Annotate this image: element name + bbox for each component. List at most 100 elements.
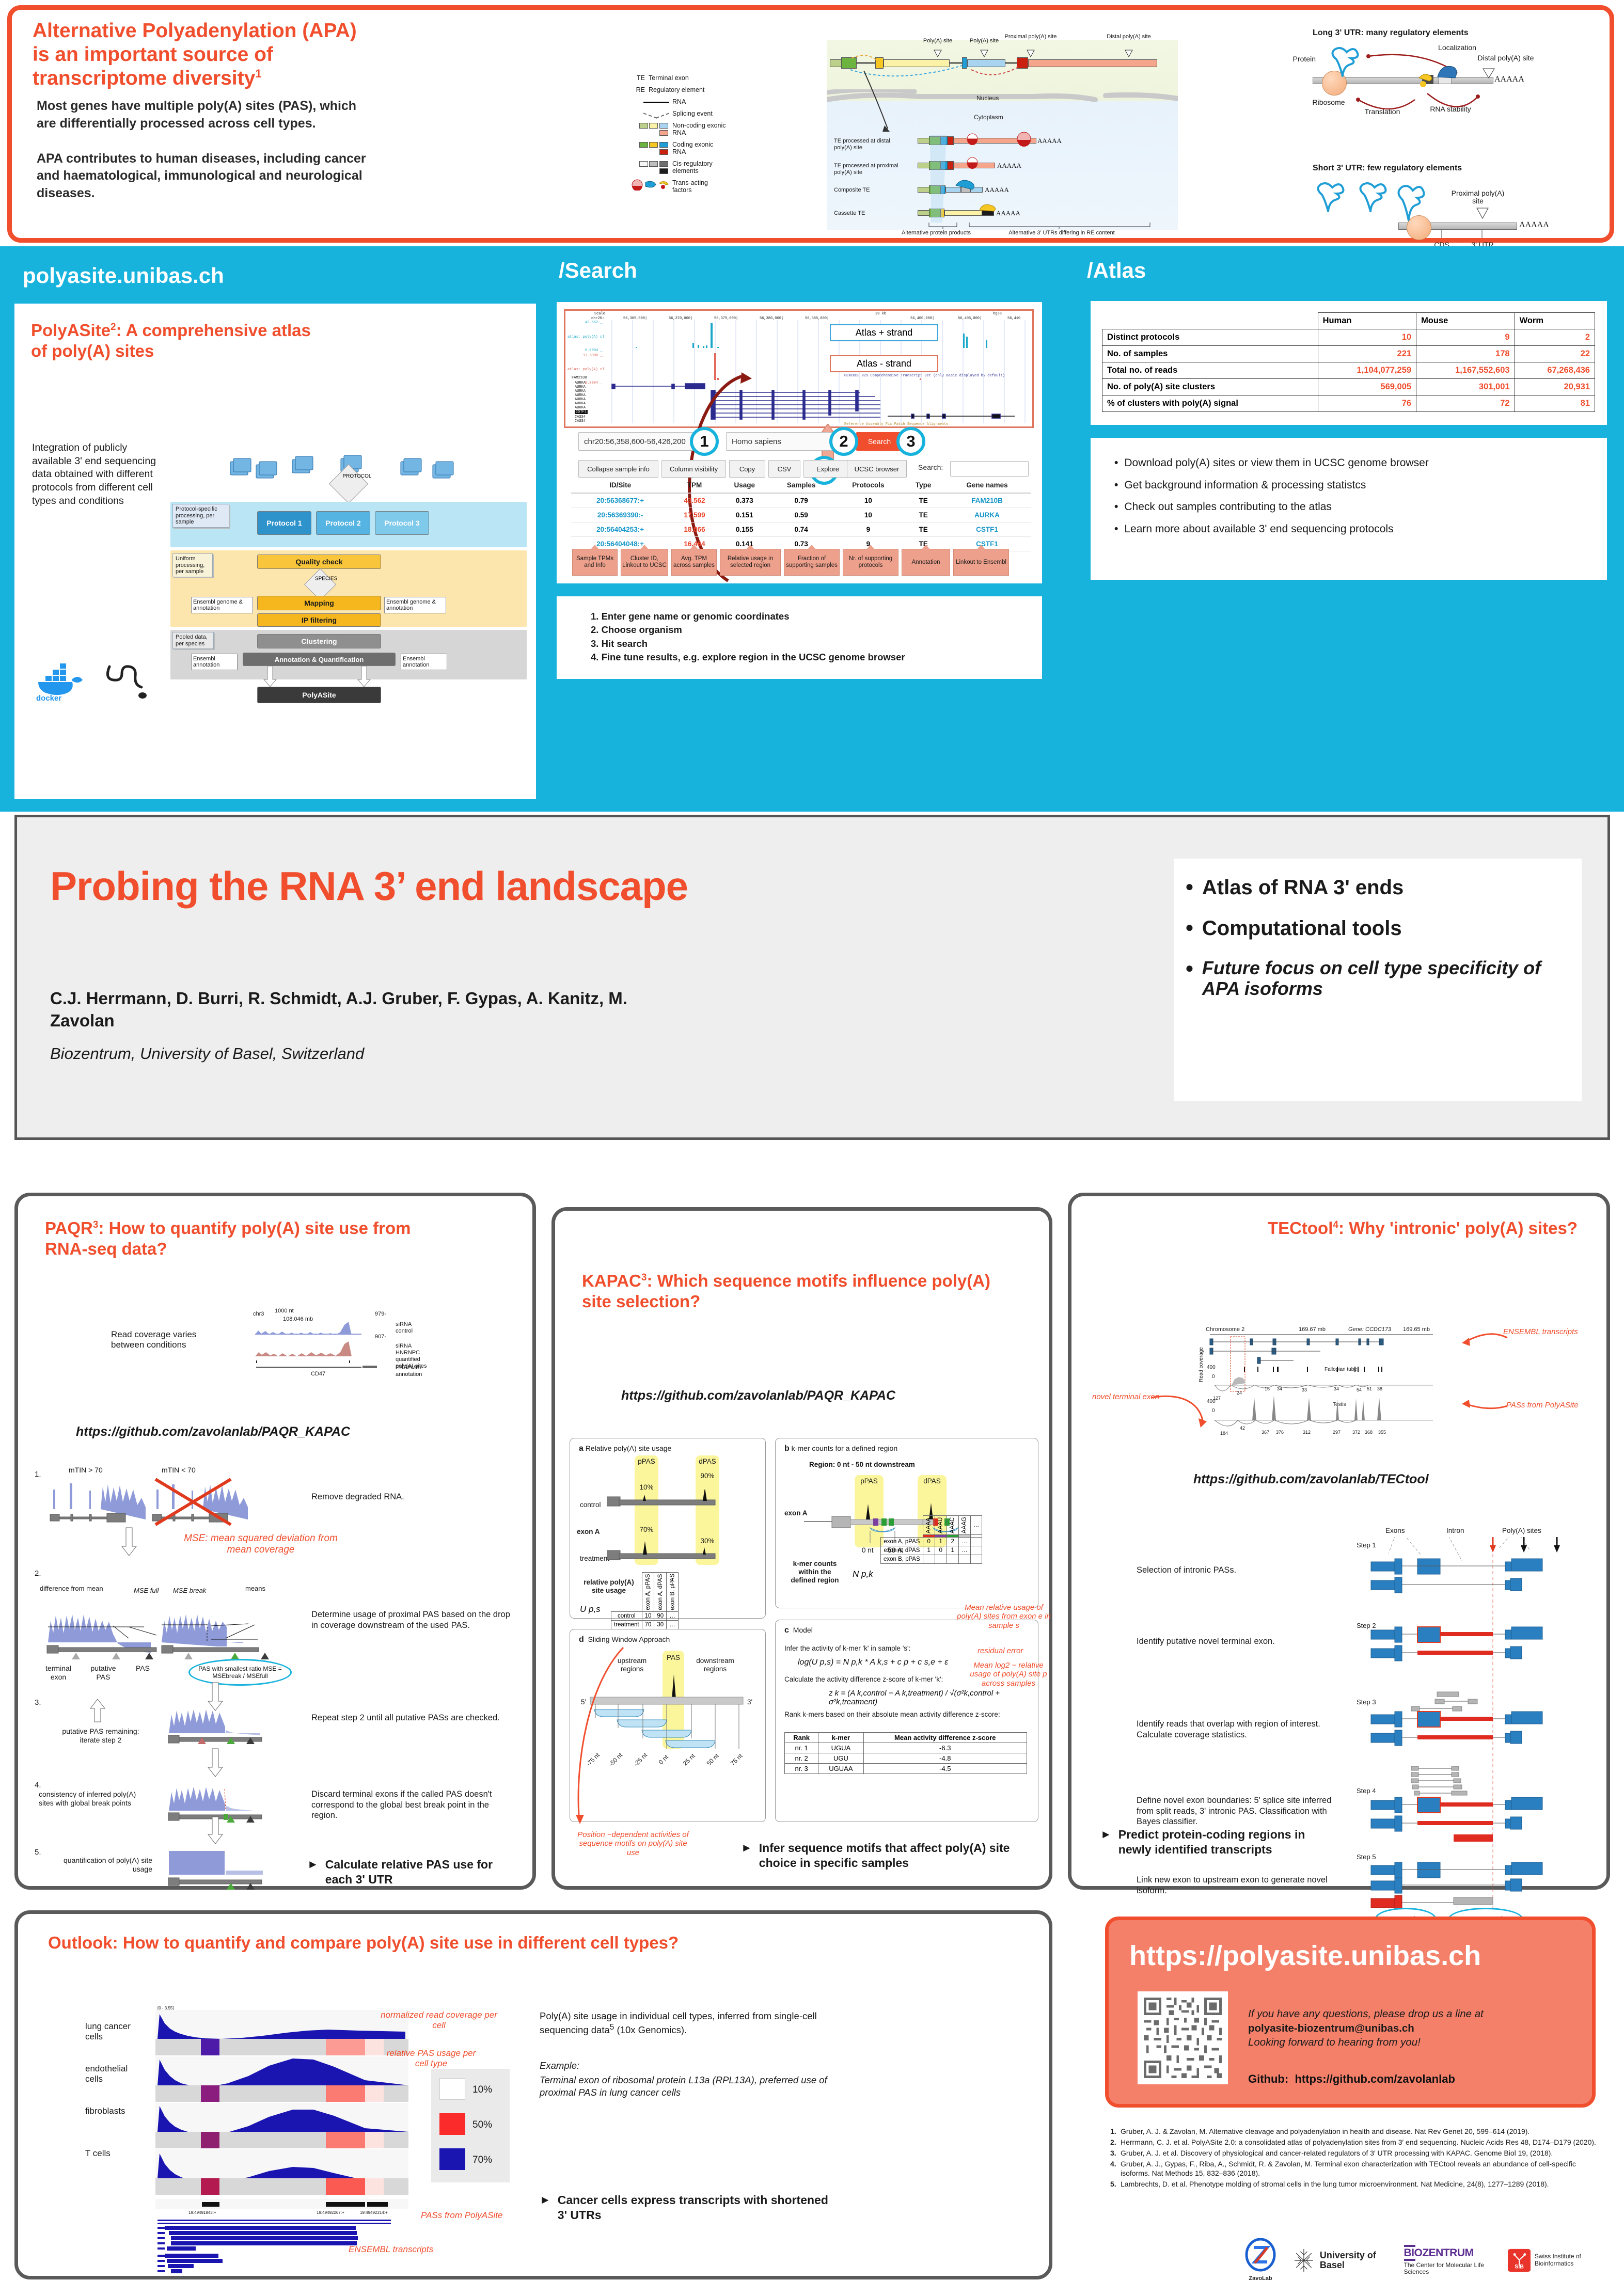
kapac-c-z: -4.5: [863, 1763, 1028, 1774]
atlas-val-human: 569,005: [1317, 378, 1417, 395]
kapac-a-cell: 70: [641, 1620, 655, 1629]
pipeline-chevron-4: Ensembl annotation: [401, 654, 447, 671]
th-tpm[interactable]: TPM: [669, 478, 720, 494]
search-button[interactable]: Search: [856, 432, 903, 451]
table-row: 20:56369390:- 17.599 0.151 0.59 10 TE AURKA: [571, 508, 1031, 522]
kapac-c-z: -4.8: [863, 1753, 1028, 1764]
th-protocols[interactable]: Protocols: [833, 478, 904, 494]
contact-email[interactable]: polyasite-biozentrum@unibas.ch: [1248, 2022, 1414, 2034]
tectool-annot-novel-exon: novel terminal exon: [1092, 1392, 1160, 1401]
tectool-step-text-4: Define novel exon boundaries: 5' splice …: [1137, 1796, 1332, 1827]
tectool-count-bot-6: 297: [1333, 1430, 1341, 1435]
cell-id[interactable]: 20:56404253:+: [571, 522, 670, 537]
tectool-github-url[interactable]: https://github.com/zavolanlab/TECtool: [1193, 1472, 1429, 1486]
paqr-figure-note: Read coverage varies between conditions: [111, 1329, 197, 1350]
contact-card: https://polyasite.unibas.ch: [1105, 1917, 1596, 2108]
highlights-box: ● Atlas of RNA 3' ends ● Computational too…: [1174, 859, 1582, 1101]
tectool-count-bot-5: 312: [1303, 1430, 1311, 1435]
th-gene-names[interactable]: Gene names: [943, 478, 1031, 494]
paqr-mtin-low-label: mTIN < 70: [162, 1466, 196, 1474]
kapac-c-rank: nr. 2: [784, 1753, 819, 1764]
th-id-site[interactable]: ID/Site: [571, 478, 670, 494]
tectool-chr-label: Chromosome 2: [1206, 1326, 1245, 1333]
coordinate-input[interactable]: chr20:56,358,600-56,426,200: [578, 432, 698, 451]
kapac-subfig-c-title: c Model: [784, 1626, 813, 1635]
atlas-val-mouse: 9: [1416, 329, 1515, 346]
polyasite-website-url[interactable]: https://polyasite.unibas.ch: [1129, 1940, 1481, 1971]
collapse-sample-info-button[interactable]: Collapse sample info: [578, 460, 658, 478]
cell-gene[interactable]: FAM210B: [943, 493, 1031, 508]
tectool-count-top-6: 34: [1334, 1386, 1339, 1391]
kapac-c-equation-2: z k = (A k,control − A k,treatment) / √(…: [829, 1689, 1000, 1706]
csv-button[interactable]: CSV: [768, 460, 800, 478]
cell-id[interactable]: 20:56368677:+: [571, 493, 670, 508]
tectool-step-text-1: Selection of intronic PASs.: [1137, 1565, 1237, 1575]
university-of-basel-logo: University of Basel: [1292, 2244, 1389, 2276]
tectool-pos2-label: 169.65 mb: [1403, 1326, 1430, 1333]
paqr-mse-break-label: MSE break: [173, 1587, 207, 1594]
tectool-exons-label: Exons: [1385, 1527, 1405, 1534]
th-samples[interactable]: Samples: [769, 478, 833, 494]
pipeline-note-2: Uniform processing, per sample: [172, 553, 213, 577]
explore-button[interactable]: Explore: [803, 460, 852, 478]
intro-body: Most genes have multiple poly(A) sites (…: [37, 98, 372, 220]
search-step-2: 2. Choose organism: [591, 624, 682, 636]
logos-row: ZavoLab University of Basel BIOZENTRUM T…: [1244, 2228, 1606, 2292]
isoform-label-2: TE processed at proximal poly(A) site: [834, 163, 898, 176]
coding-swatches-icon: [631, 141, 672, 155]
organism-select[interactable]: Homo sapiens: [726, 432, 834, 451]
kapac-c-equation-1: log(U p,s) = N p,k * A k,s + c p + c s,e…: [798, 1658, 949, 1667]
paqr-heading: PAQR3: How to quantify poly(A) site use …: [45, 1218, 411, 1258]
kapac-github-url[interactable]: https://github.com/zavolanlab/PAQR_KAPAC: [621, 1388, 896, 1403]
search-step-3: 3. Hit search: [591, 638, 648, 649]
callout-sample-tpms: Sample TPMs and Info: [572, 545, 618, 576]
callout-fraction-samples: Fraction of supporting samples: [784, 545, 840, 576]
paqr-github-url[interactable]: https://github.com/zavolanlab/PAQR_KAPAC: [76, 1424, 351, 1439]
paqr-max1-label: 979-: [375, 1311, 387, 1317]
paqr-putative-pas-label: putative PAS: [90, 1664, 116, 1681]
ucsc-browser-button[interactable]: UCSC browser: [847, 460, 907, 478]
reference-2: 2. Herrmann, C. J. et al. PolyASite 2.0: …: [1110, 2137, 1596, 2146]
cell-gene[interactable]: AURKA: [943, 508, 1031, 522]
th-type[interactable]: Type: [903, 478, 944, 494]
protocol-diamond: PROTOCOL: [342, 473, 372, 480]
kapac-b-ppas-label: pPAS: [860, 1477, 878, 1485]
atlas-val-worm: 20,931: [1514, 378, 1596, 395]
results-search-input[interactable]: [950, 461, 1029, 477]
atlas-val-mouse: 1,167,552,603: [1416, 362, 1515, 379]
ucsc-browser-screenshot[interactable]: Scale chr20: 43.562 _ atlas: poly(A) cl …: [564, 309, 1034, 428]
tectool-step-num-4: Step 4: [1357, 1787, 1376, 1795]
atlas-bullet-1: • Download poly(A) sites or view them in …: [1114, 457, 1429, 469]
intro-paragraph-2: APA contributes to human diseases, inclu…: [37, 151, 366, 201]
column-visibility-button[interactable]: Column visibility: [661, 460, 726, 478]
atlas-plus-strand-tag: Atlas + strand: [830, 324, 938, 341]
kapac-a-val-30: 30%: [700, 1537, 715, 1545]
tectool-polya-sites-label: Poly(A) sites: [1502, 1527, 1541, 1534]
ucsc-min-plus: 0.0004 _: [585, 349, 603, 353]
paqr-pas-label: PAS: [136, 1664, 150, 1672]
github-url[interactable]: https://github.com/zavolanlab: [1295, 2072, 1455, 2085]
ucsc-tick-2: 56,370,000|: [669, 316, 693, 321]
atlas-row: No. of samples 221 178 22: [1102, 345, 1596, 362]
ucsc-tick-3: 56,375,000|: [714, 316, 738, 321]
copy-button[interactable]: Copy: [729, 460, 765, 478]
kapac-a-val-70: 70%: [639, 1526, 654, 1533]
pipeline-quality-check: Quality check: [257, 555, 381, 569]
th-usage[interactable]: Usage: [719, 478, 769, 494]
pipeline-protocol-3: Protocol 3: [375, 511, 429, 535]
tectool-count-bot-1: 184: [1220, 1431, 1228, 1436]
atlas-col-worm: Worm: [1514, 312, 1596, 329]
cell-id[interactable]: 20:56369390:-: [571, 508, 670, 522]
reference-1: 1. Gruber, A. J. & Zavolan, M. Alternativ…: [1110, 2127, 1530, 2135]
cell-type: TE: [903, 508, 944, 522]
bullet-dot-icon: •: [1114, 522, 1118, 535]
ucsc-track-plus: atlas: poly(A) cl: [567, 335, 605, 339]
qr-code[interactable]: [1138, 1991, 1228, 2084]
utr-diagrams: Long 3' UTR: many regulatory elements Pr…: [1276, 25, 1607, 249]
cell-protocols: 10: [833, 493, 904, 508]
paqr-diff-from-mean-label: difference from mean: [40, 1585, 103, 1592]
kapac-c-th-kmer: k-mer: [818, 1732, 864, 1743]
kapac-d-tick-5: 25 nt: [681, 1752, 697, 1767]
kapac-b-cell: …: [958, 1545, 971, 1555]
cell-gene[interactable]: CSTF1: [943, 522, 1031, 537]
